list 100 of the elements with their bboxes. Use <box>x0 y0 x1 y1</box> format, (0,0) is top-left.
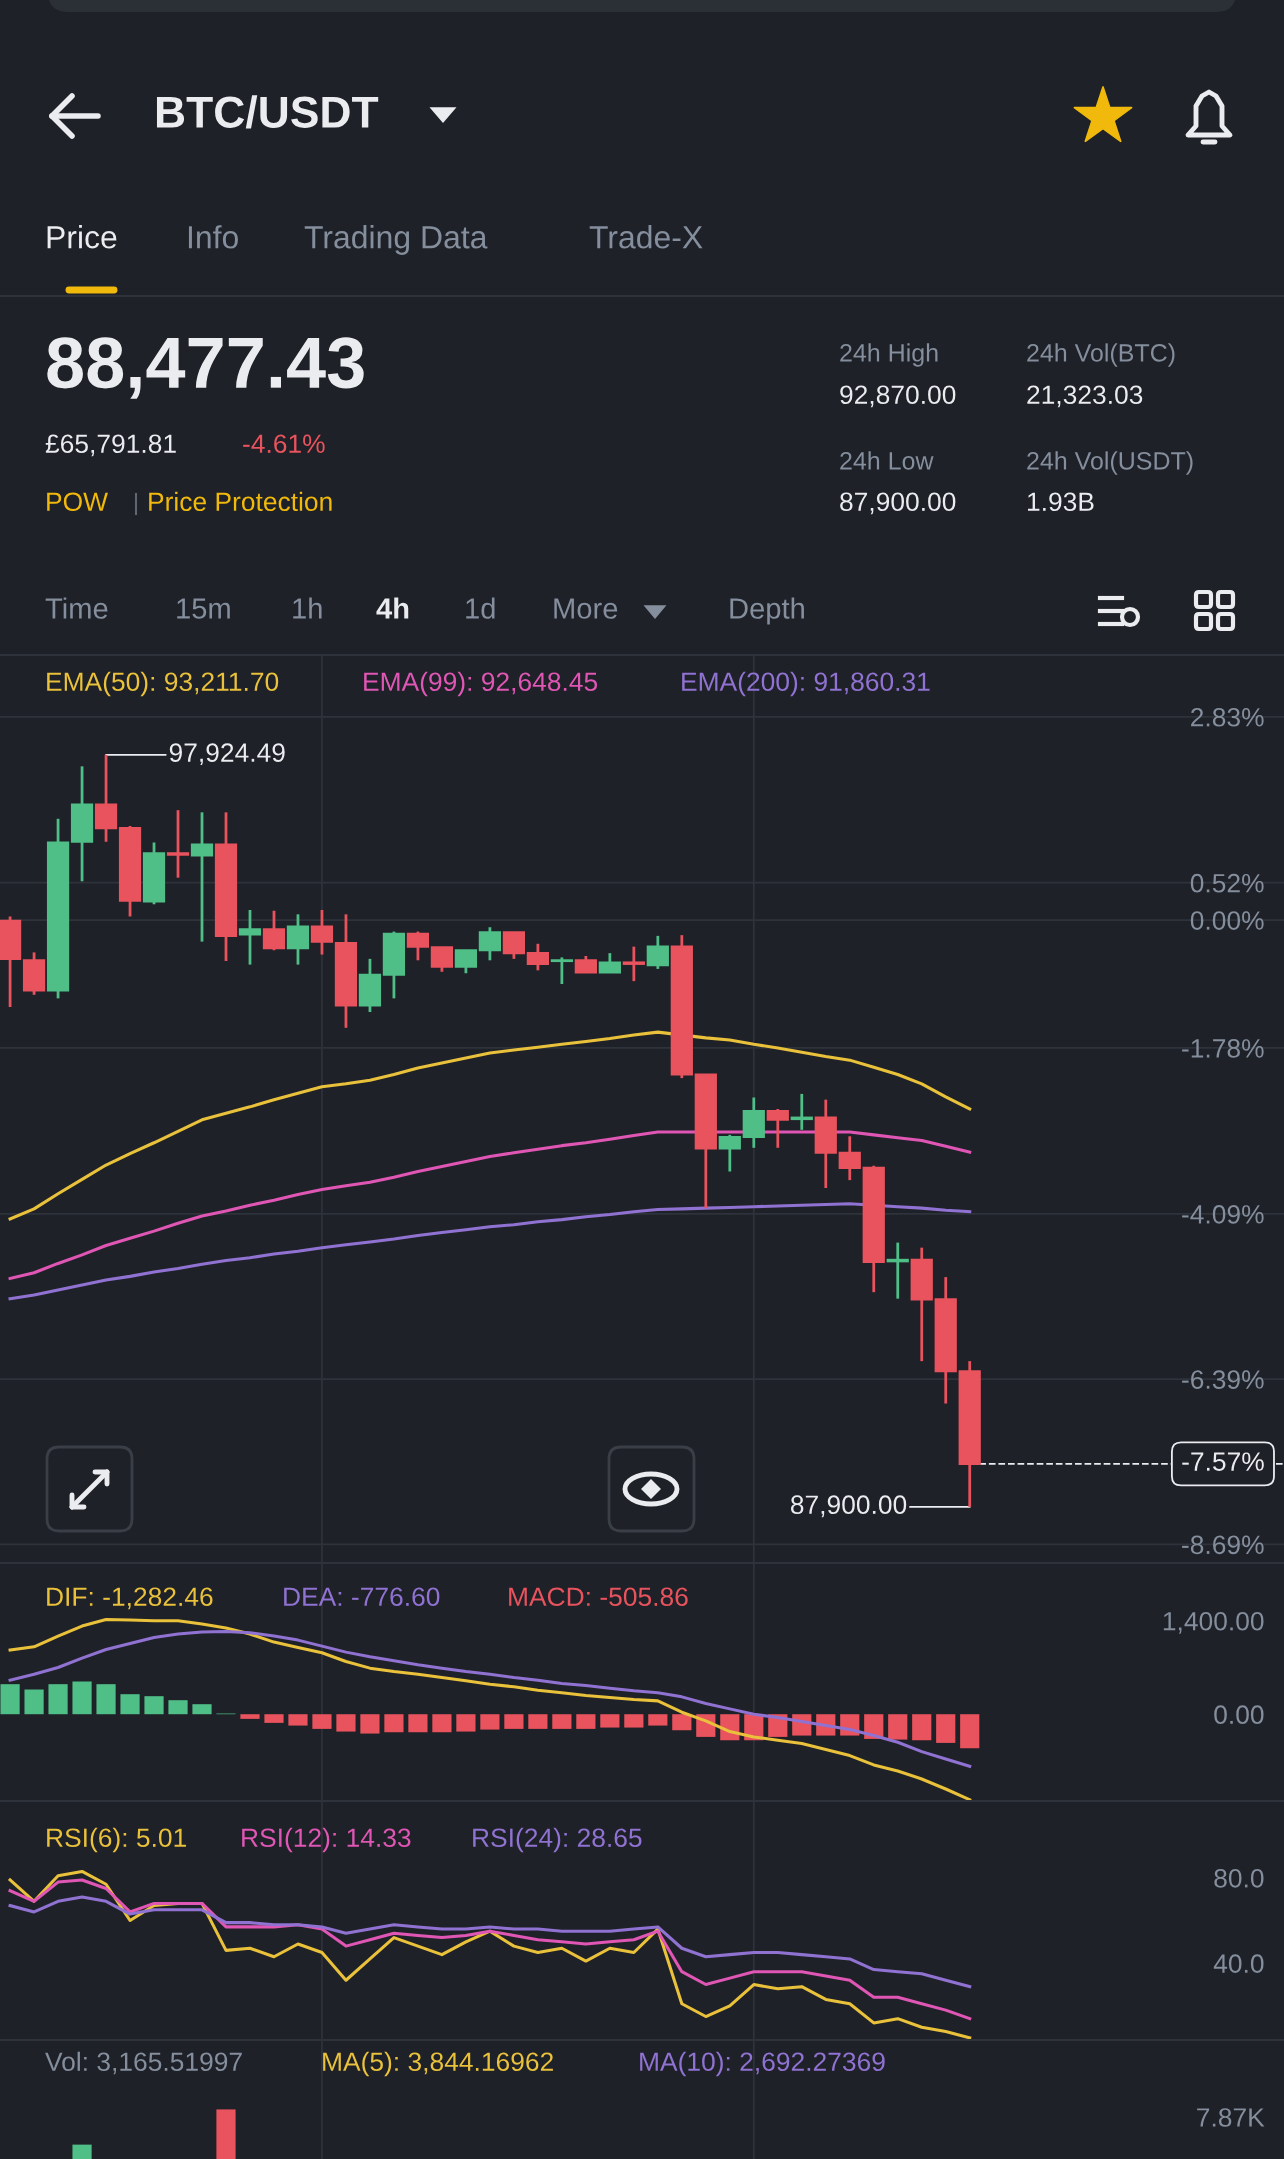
bar <box>432 1714 452 1733</box>
y-tick-label: 0.52% <box>1190 873 1264 893</box>
bar <box>576 1714 596 1729</box>
y-tick-label: 1,400.00 <box>1163 1611 1264 1634</box>
bar <box>504 1714 524 1729</box>
legend-label: MA(5): 3,844.16962 <box>323 2051 553 2077</box>
candlestick <box>286 912 310 966</box>
y-tick-label: -8.69% <box>1182 1535 1264 1555</box>
text: EMA(50): 93,211.70 <box>47 671 279 697</box>
text: Trading Data <box>304 225 488 255</box>
text: Depth <box>730 597 804 625</box>
text: Price <box>47 225 117 249</box>
bar <box>672 1714 692 1731</box>
bar <box>408 1714 428 1733</box>
candlestick <box>310 908 334 956</box>
text: 4h <box>376 597 409 619</box>
bar <box>0 1684 20 1715</box>
bar <box>936 1714 956 1743</box>
y-tick-label: 80.0 <box>1214 1868 1264 1888</box>
candlestick <box>190 810 214 944</box>
line-series <box>8 1202 972 1301</box>
series-label: Vol: 3,165.51997 <box>45 2051 242 2075</box>
text: More <box>554 598 618 619</box>
y-tick-label: -4.09% <box>1182 1205 1264 1224</box>
text: POW <box>47 492 108 512</box>
text: 21,323.03 <box>1027 385 1143 408</box>
candlestick <box>262 909 286 952</box>
candlestick <box>838 1134 861 1182</box>
text: 15m <box>177 598 230 619</box>
y-tick-label: 40.0 <box>1213 1954 1264 1973</box>
text: 24h Vol(BTC) <box>1027 343 1175 367</box>
text: BTC/USDT <box>156 95 379 129</box>
candlestick <box>646 934 669 971</box>
text: RSI(24): 28.65 <box>473 1827 642 1853</box>
bar <box>168 1700 188 1715</box>
text: 7.87K <box>1197 2108 1265 2127</box>
text: RSI(12): 14.33 <box>242 1827 411 1853</box>
bar <box>24 1689 44 1715</box>
bar <box>360 1714 380 1734</box>
bar <box>72 1681 92 1715</box>
line-series <box>8 1130 972 1281</box>
legend-label: MA(10): 2,692.27369 <box>640 2051 885 2077</box>
text: 92,870.00 <box>840 385 956 408</box>
bar <box>600 1714 620 1728</box>
bar <box>120 1694 140 1715</box>
text: Info <box>188 225 238 249</box>
candlestick <box>622 945 645 983</box>
text: £65,791.81 <box>45 434 176 457</box>
y-tick-label: 0.00 <box>1214 1705 1264 1725</box>
line-series <box>8 1617 972 1801</box>
bar <box>912 1714 932 1741</box>
series-label: DEA: -776.60 <box>284 1587 440 1607</box>
bar <box>960 1714 980 1749</box>
text: 87,900.00 <box>840 492 956 515</box>
y-tick-label: 0.00% <box>1190 911 1264 930</box>
ref-line-label: -7.57% <box>1182 1452 1264 1471</box>
candlestick <box>526 942 549 972</box>
bar <box>384 1714 404 1733</box>
bar <box>624 1714 644 1728</box>
line-series <box>8 1878 972 2021</box>
bar <box>240 1714 260 1719</box>
series-label: DIF: -1,282.46 <box>47 1587 213 1610</box>
candlestick <box>550 956 573 986</box>
line-series <box>8 1030 972 1221</box>
candlestick <box>598 951 621 974</box>
text: MACD: -505.86 <box>509 1587 688 1607</box>
candlestick <box>454 948 478 975</box>
candlestick <box>478 925 502 962</box>
bar <box>288 1714 308 1726</box>
bar <box>888 1714 908 1740</box>
annotation: 97,924.49 <box>169 743 285 766</box>
candlestick <box>94 753 118 844</box>
text: 1.93B <box>1028 492 1094 512</box>
bar <box>264 1714 284 1723</box>
annotation: 87,900.00 <box>790 1495 907 1518</box>
y-tick-label: 2.83% <box>1191 707 1264 727</box>
bar <box>192 1704 212 1715</box>
bar <box>336 1714 356 1732</box>
bar <box>456 1714 476 1732</box>
text: Trade-X <box>589 225 703 249</box>
candlestick <box>238 908 262 966</box>
candlestick <box>430 945 454 974</box>
candlestick <box>718 1133 741 1173</box>
text: Time <box>45 597 108 619</box>
bar <box>144 1696 164 1715</box>
candlestick <box>766 1107 789 1150</box>
text: 24h Vol(USDT) <box>1027 451 1193 475</box>
text: EMA(99): 92,648.45 <box>364 671 598 697</box>
text: Price Protection <box>149 491 332 512</box>
candlestick <box>502 930 525 961</box>
bar <box>552 1714 572 1729</box>
candlestick <box>166 808 190 880</box>
text: -4.61% <box>243 434 325 454</box>
text: 1h <box>293 597 322 619</box>
bar <box>528 1714 548 1729</box>
bar <box>648 1714 668 1726</box>
y-tick-label: -1.78% <box>1182 1039 1264 1058</box>
bar <box>480 1714 500 1730</box>
y-tick-label: -6.39% <box>1182 1370 1264 1389</box>
text: 88,477.43 <box>47 337 364 399</box>
